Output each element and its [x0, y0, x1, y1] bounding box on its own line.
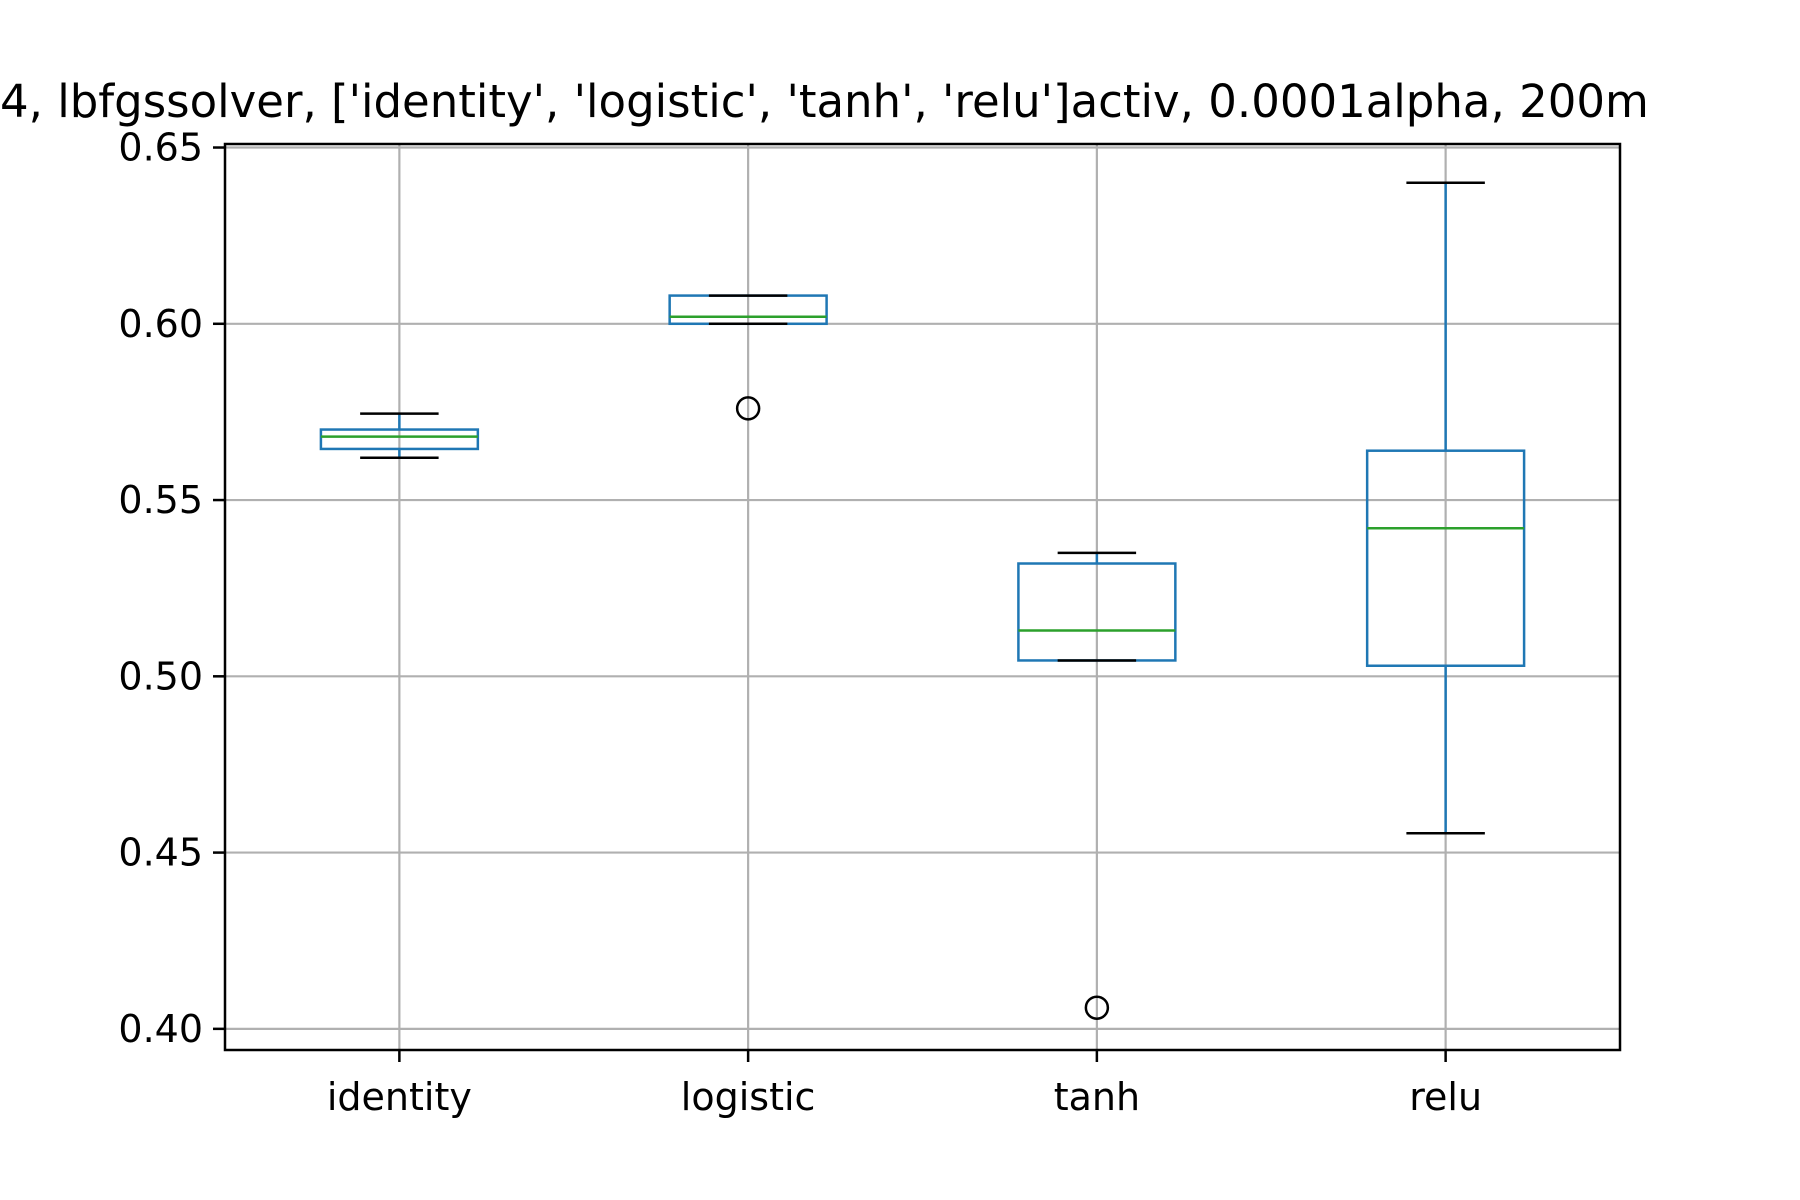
chart-title: 4, lbfgssolver, ['identity', 'logistic',… — [0, 75, 1649, 128]
y-tick-label: 0.45 — [118, 831, 203, 875]
outlier-point — [735, 396, 761, 421]
y-tick-label: 0.60 — [118, 302, 203, 346]
y-tick-label: 0.65 — [118, 126, 203, 170]
iqr-box — [319, 428, 480, 451]
grid-layer — [225, 144, 1620, 1050]
axes-frame — [223, 142, 1622, 1052]
box-tanh — [1017, 551, 1177, 1020]
box-identity — [319, 412, 480, 460]
box-relu — [1365, 181, 1526, 835]
outlier-point — [1084, 995, 1110, 1020]
x-tick-label: identity — [327, 1075, 472, 1119]
y-tick-label: 0.55 — [118, 478, 203, 522]
x-tick-label: relu — [1409, 1075, 1482, 1119]
y-tick-label: 0.40 — [118, 1007, 203, 1051]
x-tick-label: logistic — [681, 1075, 816, 1119]
y-tick-label: 0.50 — [118, 654, 203, 698]
box-layer — [319, 181, 1526, 1020]
box-logistic — [668, 294, 828, 421]
x-tick-label: tanh — [1054, 1075, 1140, 1119]
axis-layer: 0.40 0.45 0.50 0.55 0.60 0.65 identity logistic… — [118, 126, 1622, 1119]
iqr-box — [1365, 449, 1526, 667]
